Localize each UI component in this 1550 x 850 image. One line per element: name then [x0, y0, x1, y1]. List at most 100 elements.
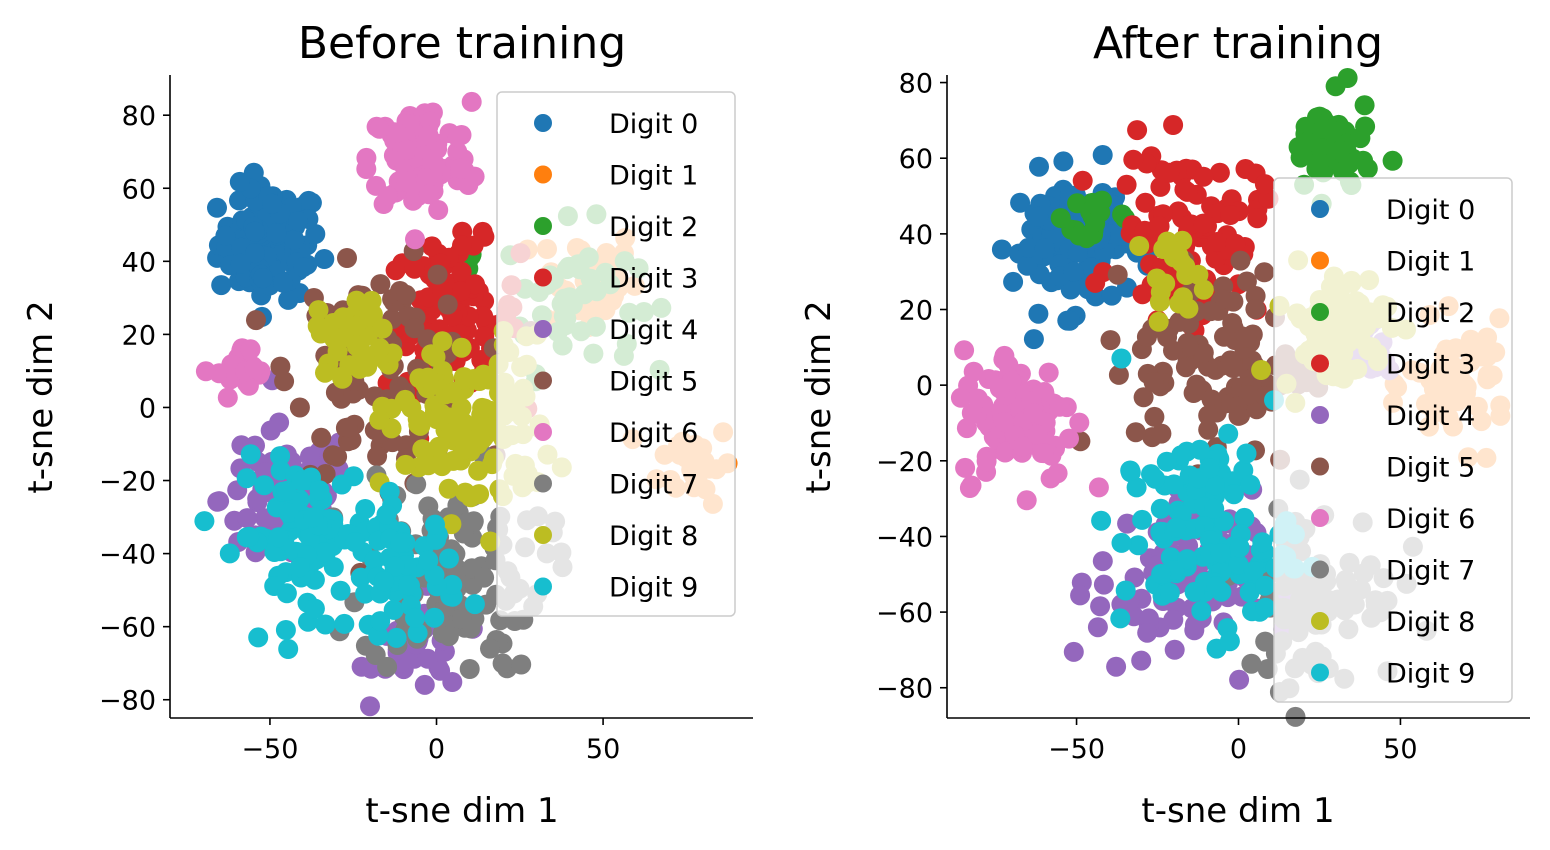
point-digit-9 [236, 468, 257, 489]
legend-frame [496, 91, 736, 617]
point-digit-6 [244, 357, 265, 378]
point-digit-2 [1069, 225, 1090, 246]
point-digit-5 [1186, 374, 1207, 395]
point-digit-4 [1117, 513, 1138, 534]
point-digit-9 [270, 446, 291, 467]
legend-marker [1311, 303, 1329, 321]
point-digit-6 [450, 158, 471, 179]
point-digit-2 [1357, 158, 1378, 179]
point-digit-0 [1059, 310, 1080, 331]
legend-label: Digit 8 [609, 521, 698, 552]
point-digit-6 [356, 159, 377, 179]
chart-title: Before training [298, 18, 626, 69]
point-digit-8 [351, 340, 371, 361]
point-digit-8 [307, 316, 328, 336]
point-digit-9 [1243, 561, 1264, 581]
point-digit-9 [1191, 600, 1212, 621]
point-digit-9 [355, 499, 376, 519]
y-tick-label: −60 [99, 613, 156, 644]
point-digit-9 [276, 583, 297, 604]
legend-label: Digit 5 [1386, 453, 1475, 484]
point-digit-6 [1033, 443, 1054, 464]
point-digit-9 [426, 529, 446, 550]
point-digit-8 [1193, 279, 1214, 300]
point-digit-6 [195, 361, 216, 382]
point-digit-7 [459, 659, 480, 679]
point-digit-5 [1245, 299, 1266, 320]
point-digit-3 [473, 306, 494, 327]
point-digit-6 [956, 418, 977, 439]
point-digit-9 [398, 575, 419, 596]
point-digit-6 [461, 91, 482, 112]
point-digit-9 [331, 474, 352, 495]
point-digit-3 [1135, 192, 1156, 213]
point-digit-3 [1123, 149, 1144, 170]
point-digit-7 [438, 626, 459, 647]
point-digit-8 [438, 478, 459, 499]
point-digit-9 [1166, 517, 1187, 538]
y-tick-label: −80 [99, 686, 156, 717]
point-digit-9 [418, 550, 439, 571]
point-digit-6 [954, 340, 975, 361]
point-digit-9 [1111, 532, 1132, 553]
legend-label: Digit 3 [1386, 350, 1475, 381]
point-digit-9 [1206, 576, 1227, 597]
point-digit-8 [361, 290, 382, 311]
point-digit-5 [1220, 350, 1241, 371]
point-digit-6 [1012, 436, 1033, 457]
point-digit-9 [383, 599, 404, 620]
legend-marker [1311, 509, 1329, 527]
point-digit-0 [262, 193, 283, 214]
legend-label: Digit 0 [1386, 195, 1475, 226]
point-digit-0 [314, 249, 335, 269]
point-digit-6 [1049, 396, 1070, 417]
point-digit-6 [1047, 463, 1068, 484]
point-digit-9 [1239, 582, 1260, 603]
point-digit-6 [950, 387, 971, 408]
legend-marker [1311, 200, 1329, 218]
point-digit-0 [1017, 255, 1038, 276]
point-digit-8 [1148, 311, 1169, 332]
point-digit-3 [1193, 166, 1214, 187]
point-digit-9 [1255, 597, 1276, 618]
point-digit-8 [1150, 282, 1171, 303]
point-digit-6 [1023, 403, 1044, 423]
point-digit-8 [1251, 360, 1272, 380]
point-digit-5 [1163, 340, 1183, 361]
point-digit-6 [976, 451, 997, 472]
point-digit-4 [1090, 596, 1111, 617]
point-digit-3 [1193, 213, 1214, 234]
point-digit-7 [1257, 659, 1278, 679]
point-digit-5 [404, 318, 425, 339]
legend-marker [534, 165, 552, 184]
point-digit-4 [1131, 650, 1152, 671]
point-digit-5 [1200, 301, 1221, 322]
y-tick-label: 20 [122, 320, 156, 351]
legend-marker [534, 577, 552, 596]
point-digit-2 [1314, 118, 1335, 139]
point-digit-4 [1093, 574, 1114, 595]
point-digit-5 [1236, 327, 1257, 348]
point-digit-3 [1177, 181, 1198, 202]
x-axis-label: t-sne dim 1 [1141, 791, 1334, 831]
point-digit-3 [1220, 205, 1241, 225]
point-digit-8 [372, 318, 393, 339]
legend-marker [534, 526, 552, 544]
point-digit-5 [437, 294, 458, 315]
point-digit-8 [369, 338, 390, 359]
point-digit-4 [300, 446, 320, 467]
legend-marker [534, 423, 552, 441]
point-digit-9 [1219, 631, 1240, 652]
point-digit-8 [480, 531, 501, 552]
point-digit-5 [322, 445, 343, 466]
y-tick-label: 40 [899, 220, 933, 251]
chart-title: After training [1093, 18, 1383, 69]
point-digit-2 [1297, 132, 1318, 152]
point-digit-7 [480, 638, 500, 659]
point-digit-0 [1003, 271, 1024, 292]
y-tick-label: −20 [99, 467, 156, 498]
legend-label: Digit 6 [609, 418, 698, 449]
point-digit-3 [1159, 162, 1180, 183]
point-digit-0 [1029, 156, 1049, 177]
point-digit-5 [1175, 357, 1196, 378]
